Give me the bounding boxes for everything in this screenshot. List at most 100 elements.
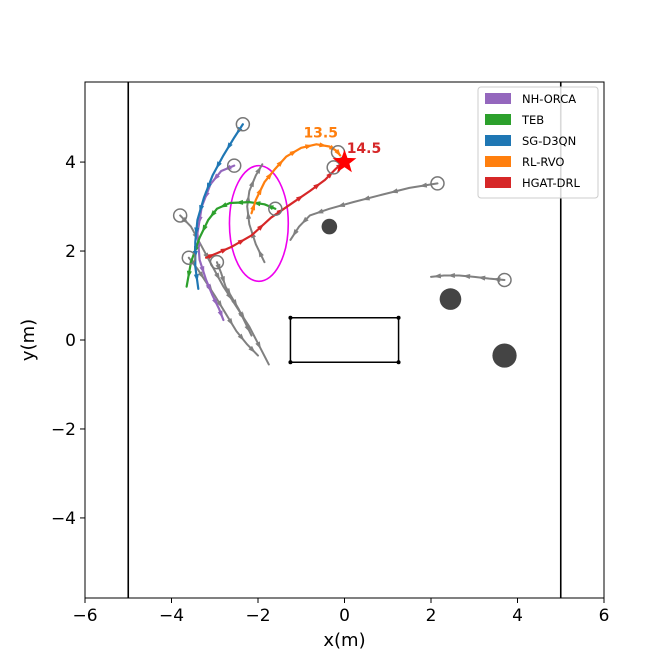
pedestrian-2-arrow-5 [244, 324, 251, 333]
pedestrian-3-arrow-2 [246, 211, 252, 220]
legend-swatch-2 [485, 135, 511, 146]
pedestrian-2-arrow-1 [219, 275, 225, 284]
x-axis-label: x(m) [323, 630, 365, 651]
x-tick-label-4: 2 [426, 606, 437, 626]
pedestrian-5-arrow-4 [433, 273, 442, 279]
series-nh-orca-arrow-8 [217, 310, 223, 319]
legend-label-2: SG-D3QN [522, 134, 576, 148]
start-marker-9 [497, 272, 512, 288]
series-rl-rvo-arrow-8 [334, 148, 342, 157]
time-annotation-1: 14.5 [347, 141, 382, 157]
start-marker-0 [172, 208, 188, 223]
pedestrian-4-arrow-2 [362, 195, 371, 201]
series-rl-rvo-arrow-0 [250, 202, 256, 211]
plot-area: 13.5 14.5 [127, 82, 562, 598]
x-tick-label-5: 4 [512, 606, 523, 626]
series-sg-d3qn-arrow-7 [193, 274, 199, 282]
series-hgat-drl-arrow-0 [207, 253, 216, 260]
highlight-ellipse [228, 164, 290, 283]
series-nh-orca-arrow-6 [205, 283, 211, 292]
series-nh-orca-arrow-5 [199, 265, 205, 274]
pedestrian-5-arrow-2 [462, 273, 471, 279]
pedestrian-0-arrow-6 [255, 341, 262, 350]
pedestrian-1-line [187, 256, 259, 357]
series-sg-d3qn-arrow-5 [194, 227, 200, 236]
legend-swatch-1 [485, 114, 511, 125]
pedestrian-1-arrow-4 [227, 318, 234, 326]
legend-swatch-3 [485, 156, 511, 167]
static-obstacle-0 [321, 218, 338, 235]
pedestrian-3-arrow-4 [248, 179, 255, 188]
x-tick-label-1: −4 [159, 606, 184, 626]
x-tick-label-6: 6 [599, 606, 610, 626]
pedestrian-2-line [215, 261, 253, 337]
pedestrian-4-arrow-3 [337, 202, 346, 207]
x-tick-label-0: −6 [72, 606, 97, 626]
series-rl-rvo-arrow-4 [289, 150, 298, 157]
legend-swatch-4 [485, 177, 511, 188]
series-rl-rvo-arrow-5 [304, 144, 313, 150]
pedestrian-4-arrow-6 [292, 229, 299, 237]
pedestrian-4-arrow-5 [301, 216, 309, 225]
rectangle-corner-3 [396, 315, 401, 320]
y-tick-label-2: 0 [65, 331, 76, 351]
y-axis-label: y(m) [18, 319, 39, 361]
pedestrian-4-arrow-1 [390, 188, 399, 194]
x-tick-label-2: −2 [245, 606, 270, 626]
series-teb-arrow-3 [219, 202, 228, 208]
rectangle-corner-2 [288, 315, 293, 320]
pedestrian-2-arrow-0 [215, 263, 221, 272]
series-rl-rvo-arrow-3 [276, 159, 284, 167]
static-obstacle-2 [492, 343, 517, 368]
pedestrian-1-arrow-3 [216, 300, 223, 309]
series-teb-arrow-2 [235, 199, 244, 205]
y-tick-label-4: 4 [65, 153, 76, 173]
y-tick-label-1: −2 [51, 420, 76, 440]
time-annotation-0: 13.5 [303, 126, 338, 142]
pedestrian-3-arrow-5 [255, 166, 262, 175]
pedestrian-3-arrow-3 [245, 194, 251, 203]
pedestrian-1-arrow-5 [237, 333, 245, 342]
start-marker-3 [226, 158, 242, 173]
series-hgat-drl-arrow-6 [313, 182, 321, 190]
series-teb-arrow-4 [210, 210, 217, 218]
start-marker-1 [181, 250, 197, 265]
legend: NH-ORCA TEB SG-D3QN RL-RVO HGAT-DRL [477, 86, 599, 199]
legend-label-4: HGAT-DRL [522, 176, 580, 190]
series-teb-arrow-7 [186, 270, 192, 279]
series-sg-d3qn-arrow-3 [206, 182, 212, 191]
series-hgat-drl-arrow-5 [295, 195, 304, 202]
legend-label-3: RL-RVO [522, 155, 564, 169]
series-hgat-drl-arrow-3 [257, 223, 265, 231]
series-nh-orca-arrow-1 [213, 173, 220, 181]
start-marker-8 [430, 176, 445, 191]
axis-ticks: −6 −4 −2 0 2 4 6 −4 −2 0 2 4 [51, 153, 609, 626]
series-sg-d3qn-arrow-4 [199, 204, 205, 213]
series-rl-rvo-arrow-2 [265, 172, 273, 180]
series-sg-d3qn-arrow-2 [215, 161, 222, 170]
pedestrian-1-arrow-6 [248, 345, 256, 354]
pedestrian-0-line [179, 214, 270, 366]
y-tick-label-0: −4 [51, 509, 76, 529]
series-nh-orca-arrow-7 [212, 298, 218, 306]
goal-star [332, 149, 357, 173]
rectangle-obstacle [289, 317, 400, 363]
series-teb-arrow-0 [266, 204, 274, 211]
pedestrian-5-arrow-1 [477, 275, 486, 281]
series-sg-d3qn-arrow-1 [226, 142, 233, 151]
pedestrian-3-line [246, 163, 266, 264]
pedestrian-4-arrow-4 [315, 208, 324, 214]
start-marker-4 [235, 117, 251, 132]
legend-label-1: TEB [521, 113, 544, 127]
y-tick-label-3: 2 [65, 242, 76, 262]
legend-label-0: NH-ORCA [522, 92, 576, 106]
start-marker-2 [209, 254, 225, 270]
pedestrian-1-arrow-1 [197, 271, 205, 280]
series-teb-arrow-5 [202, 224, 208, 233]
pedestrian-4-line [289, 182, 439, 241]
series-hgat-drl-arrow-1 [220, 248, 229, 254]
series-rl-rvo-arrow-6 [319, 142, 328, 148]
static-obstacle-1 [439, 288, 462, 310]
pedestrian-2-arrow-4 [238, 311, 244, 320]
x-tick-label-3: 0 [339, 606, 350, 626]
